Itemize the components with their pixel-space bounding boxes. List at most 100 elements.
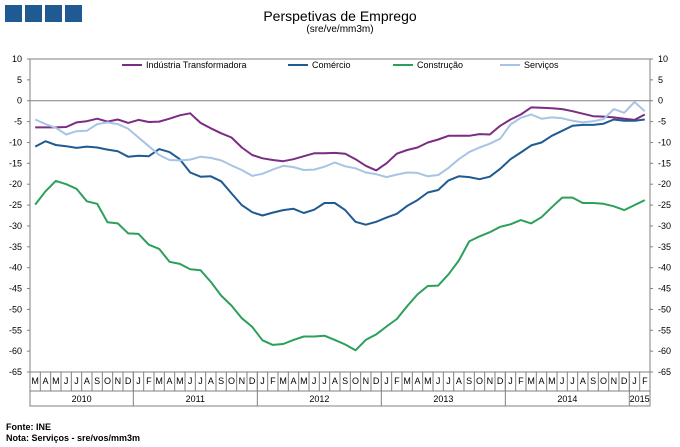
y-tick-label: -45 [658, 284, 671, 294]
month-tick-label: O [228, 376, 235, 386]
month-tick-label: A [538, 376, 544, 386]
month-tick-label: F [518, 376, 524, 386]
year-tick-label: 2011 [186, 394, 205, 404]
logo [5, 5, 82, 22]
plot-border [29, 58, 651, 373]
y-tick-label: -65 [9, 367, 22, 377]
y-tick-label: -10 [9, 137, 22, 147]
month-tick-label: A [84, 376, 90, 386]
source-note: Fonte: INE [6, 422, 51, 432]
legend-label: Comércio [312, 60, 351, 70]
y-tick-label: -5 [14, 117, 22, 127]
month-tick-label: A [332, 376, 338, 386]
y-tick-label: -40 [9, 263, 22, 273]
year-tick-label: 2010 [72, 394, 92, 404]
y-tick-label: -45 [9, 284, 22, 294]
logo-block [5, 5, 22, 22]
logo-block [65, 5, 82, 22]
y-tick-label: -55 [658, 325, 671, 335]
y-tick-label: 5 [658, 75, 663, 85]
month-tick-label: O [600, 376, 607, 386]
month-tick-label: D [373, 376, 380, 386]
footnote: Nota: Serviços - sre/vos/mm3m [6, 433, 141, 443]
month-tick-label: S [218, 376, 224, 386]
y-tick-label: -65 [658, 367, 671, 377]
y-tick-label: -20 [658, 179, 671, 189]
month-tick-label: N [487, 376, 494, 386]
month-tick-label: D [621, 376, 628, 386]
year-tick-label: 2013 [433, 394, 453, 404]
y-axis-left: 10 5 0 -5 -10 -15 -20 -25 -30 -35 -40 -45 -50 -55 -60 -… [9, 54, 30, 377]
month-tick-label: O [476, 376, 483, 386]
month-tick-label: N [363, 376, 370, 386]
month-tick-label: J [508, 376, 513, 386]
month-tick-label: M [52, 376, 60, 386]
month-tick-label: A [456, 376, 462, 386]
y-tick-label: -40 [658, 263, 671, 273]
series-line-2 [34, 118, 645, 226]
month-tick-label: J [260, 376, 265, 386]
month-tick-label: N [115, 376, 122, 386]
chart-title: Perspetivas de Emprego [263, 8, 417, 24]
month-tick-label: D [249, 376, 256, 386]
plot-frame [29, 58, 651, 373]
series-lines [34, 101, 646, 352]
y-axis-right: 10 5 0 -5 -10 -15 -20 -25 -30 -35 -40 -45 -50 -55 -60 -… [650, 54, 671, 377]
y-tick-label: -60 [9, 346, 22, 356]
month-tick-label: J [570, 376, 575, 386]
y-tick-label: -50 [658, 304, 671, 314]
y-tick-label: 0 [17, 96, 22, 106]
month-tick-label: M [279, 376, 287, 386]
month-tick-label: A [414, 376, 420, 386]
legend: Indústria Transformadora Comércio Construç… [122, 60, 559, 70]
month-tick-label: S [342, 376, 348, 386]
month-tick-label: O [352, 376, 359, 386]
month-tick-label: J [446, 376, 451, 386]
month-tick-label: J [64, 376, 69, 386]
month-tick-label: M [176, 376, 184, 386]
y-tick-label: -15 [658, 158, 671, 168]
month-tick-label: M [300, 376, 308, 386]
month-tick-label: J [436, 376, 441, 386]
month-tick-label: J [312, 376, 317, 386]
y-tick-label: -25 [9, 200, 22, 210]
month-tick-label: A [42, 376, 48, 386]
y-tick-label: -25 [658, 200, 671, 210]
month-tick-label: J [384, 376, 389, 386]
month-tick-label: J [560, 376, 565, 386]
month-tick-label: J [198, 376, 203, 386]
year-tick-label: 2012 [309, 394, 329, 404]
y-tick-label: -5 [658, 117, 666, 127]
logo-block [25, 5, 42, 22]
y-tick-label: -35 [658, 242, 671, 252]
chart-subtitle: (sre/ve/mm3m) [306, 24, 374, 35]
month-tick-label: S [590, 376, 596, 386]
month-tick-label: F [642, 376, 648, 386]
y-tick-label: -30 [9, 221, 22, 231]
y-tick-label: -20 [9, 179, 22, 189]
month-tick-label: A [580, 376, 586, 386]
month-tick-label: S [466, 376, 472, 386]
year-tick-label: 2015 [630, 394, 650, 404]
month-tick-label: M [548, 376, 556, 386]
month-tick-label: F [270, 376, 276, 386]
month-tick-label: M [403, 376, 411, 386]
y-tick-label: 10 [12, 54, 22, 64]
month-tick-label: M [424, 376, 432, 386]
y-tick-label: 5 [17, 75, 22, 85]
month-tick-label: J [74, 376, 79, 386]
month-tick-label: F [146, 376, 152, 386]
y-tick-label: -30 [658, 221, 671, 231]
month-tick-label: M [527, 376, 535, 386]
series-line-3 [34, 179, 646, 352]
month-tick-label: J [188, 376, 193, 386]
year-tick-label: 2014 [557, 394, 577, 404]
month-tick-label: M [31, 376, 39, 386]
y-tick-label: -50 [9, 304, 22, 314]
month-tick-label: M [155, 376, 163, 386]
logo-block [45, 5, 62, 22]
y-tick-label: 0 [658, 96, 663, 106]
month-tick-label: N [611, 376, 618, 386]
y-tick-label: -10 [658, 137, 671, 147]
